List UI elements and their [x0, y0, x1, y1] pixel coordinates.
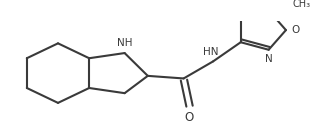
- Text: NH: NH: [117, 38, 132, 48]
- Text: O: O: [184, 111, 194, 124]
- Text: HN: HN: [204, 47, 219, 57]
- Text: O: O: [291, 25, 299, 35]
- Text: CH₃: CH₃: [292, 0, 311, 9]
- Text: N: N: [265, 54, 273, 64]
